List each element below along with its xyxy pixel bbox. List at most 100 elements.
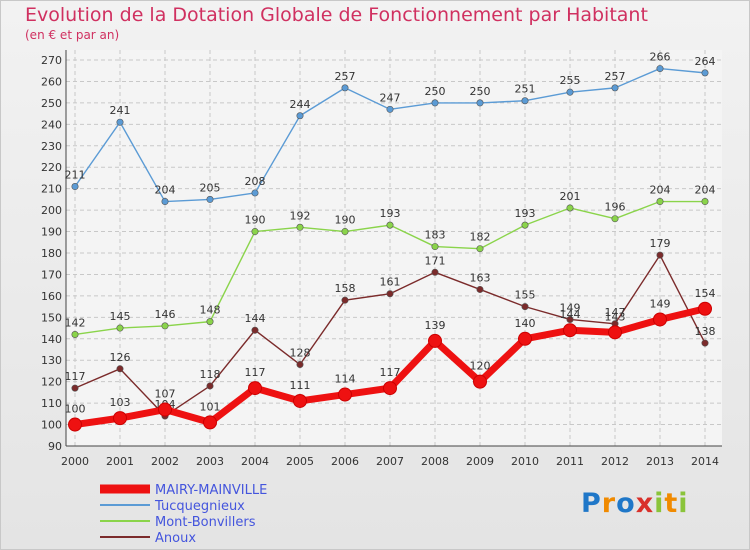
data-label: 193 <box>515 207 536 220</box>
data-label: 192 <box>290 209 311 222</box>
x-tick-label: 2009 <box>466 455 494 468</box>
data-point <box>431 243 439 251</box>
data-label: 139 <box>425 319 446 332</box>
x-tick-label: 2000 <box>61 455 89 468</box>
data-point <box>116 324 124 332</box>
legend-label: Mont-Bonvillers <box>155 515 256 530</box>
data-point <box>566 88 574 96</box>
x-tick-label: 2011 <box>556 455 584 468</box>
data-label: 255 <box>560 74 581 87</box>
y-tick-label: 90 <box>48 440 62 453</box>
data-label: 179 <box>650 237 671 250</box>
data-point <box>251 228 259 236</box>
data-label: 204 <box>695 184 716 197</box>
data-point <box>428 333 442 348</box>
data-label: 193 <box>380 207 401 220</box>
data-point <box>656 198 664 206</box>
data-point <box>473 374 487 389</box>
data-point <box>431 268 439 276</box>
data-point <box>476 245 484 253</box>
data-point <box>656 251 664 259</box>
data-label: 250 <box>425 85 446 98</box>
data-point <box>251 326 259 334</box>
data-label: 208 <box>245 175 266 188</box>
data-point <box>563 323 577 338</box>
data-label: 128 <box>290 347 311 360</box>
data-point <box>386 221 394 229</box>
data-point <box>296 112 304 120</box>
data-point <box>701 339 709 347</box>
data-point <box>608 325 622 340</box>
data-point <box>386 105 394 113</box>
y-tick-label: 180 <box>41 247 62 260</box>
y-tick-label: 170 <box>41 268 62 281</box>
data-label: 148 <box>200 304 221 317</box>
y-tick-label: 130 <box>41 354 62 367</box>
y-tick-label: 100 <box>41 419 62 432</box>
y-tick-label: 190 <box>41 226 62 239</box>
data-label: 101 <box>200 400 221 413</box>
data-label: 241 <box>110 104 131 117</box>
x-tick-label: 2004 <box>241 455 269 468</box>
y-tick-label: 270 <box>41 54 62 67</box>
data-point <box>113 411 127 426</box>
data-label: 251 <box>515 83 536 96</box>
data-point <box>251 189 259 197</box>
data-label: 171 <box>425 254 446 267</box>
y-tick-label: 150 <box>41 311 62 324</box>
y-tick-label: 120 <box>41 376 62 389</box>
y-tick-label: 110 <box>41 397 62 410</box>
data-label: 149 <box>560 301 581 314</box>
y-tick-label: 250 <box>41 97 62 110</box>
data-label: 163 <box>470 271 491 284</box>
data-point <box>341 228 349 236</box>
data-point <box>611 215 619 223</box>
data-point <box>521 221 529 229</box>
data-point <box>431 99 439 107</box>
data-label: 264 <box>695 55 716 68</box>
data-label: 154 <box>695 287 716 300</box>
x-tick-label: 2010 <box>511 455 539 468</box>
chart-title: Evolution de la Dotation Globale de Fonc… <box>25 4 648 26</box>
x-tick-label: 2014 <box>691 455 719 468</box>
data-point <box>158 402 172 417</box>
data-label: 158 <box>335 282 356 295</box>
x-tick-label: 2007 <box>376 455 404 468</box>
data-label: 117 <box>65 370 86 383</box>
data-point <box>296 223 304 231</box>
data-point <box>71 330 79 338</box>
data-label: 117 <box>245 366 266 379</box>
data-label: 266 <box>650 51 671 64</box>
data-point <box>698 301 712 316</box>
x-tick-label: 2005 <box>286 455 314 468</box>
data-point <box>566 204 574 212</box>
data-point <box>383 381 397 396</box>
data-point <box>296 361 304 369</box>
chart-subtitle: (en € et par an) <box>25 28 120 42</box>
data-label: 244 <box>290 98 311 111</box>
data-label: 145 <box>110 310 131 323</box>
y-tick-label: 200 <box>41 204 62 217</box>
data-point <box>248 381 262 396</box>
x-tick-label: 2006 <box>331 455 359 468</box>
data-label: 204 <box>650 184 671 197</box>
x-tick-label: 2012 <box>601 455 629 468</box>
data-label: 120 <box>470 360 491 373</box>
data-label: 103 <box>110 396 131 409</box>
x-tick-label: 2002 <box>151 455 179 468</box>
data-point <box>68 417 82 432</box>
data-label: 117 <box>380 366 401 379</box>
data-label: 205 <box>200 181 221 194</box>
data-point <box>341 84 349 92</box>
x-tick-label: 2003 <box>196 455 224 468</box>
data-label: 250 <box>470 85 491 98</box>
data-point <box>566 315 574 323</box>
data-label: 190 <box>335 214 356 227</box>
data-label: 111 <box>290 379 311 392</box>
data-label: 196 <box>605 201 626 214</box>
data-point <box>653 312 667 327</box>
y-tick-label: 220 <box>41 161 62 174</box>
data-label: 247 <box>380 91 401 104</box>
data-label: 143 <box>605 310 626 323</box>
